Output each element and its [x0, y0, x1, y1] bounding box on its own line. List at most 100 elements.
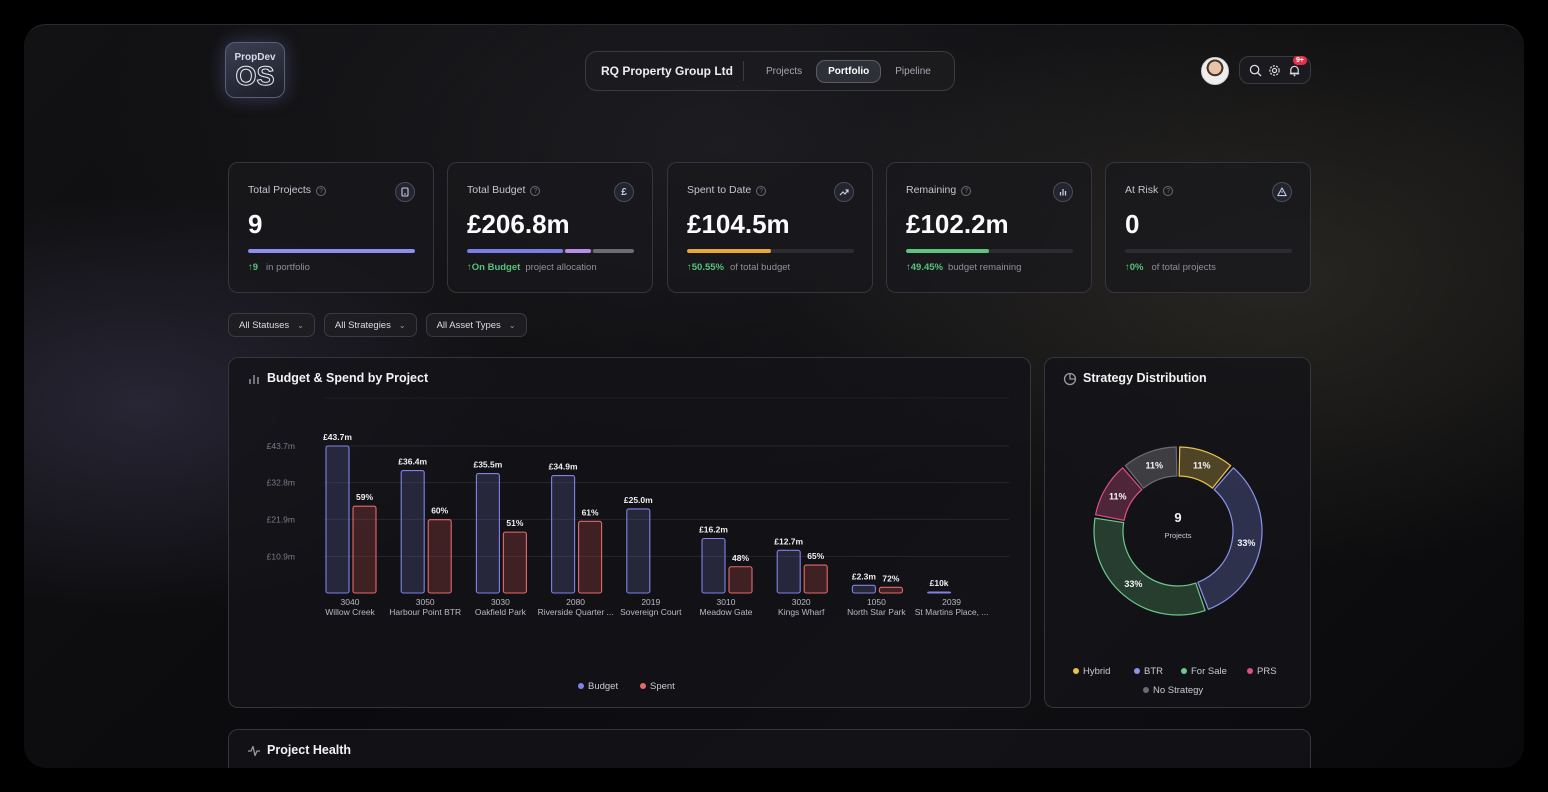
panel-title: Budget & Spend by Project [267, 371, 429, 385]
kpi-label-text: At Risk [1125, 184, 1159, 196]
x-tick-name: Oakfield Park [475, 607, 527, 617]
budget-data-label: £25.0m [624, 495, 653, 505]
help-icon[interactable]: ? [316, 186, 327, 196]
legend-swatch [1143, 687, 1149, 693]
kpi-progress-bar [1125, 249, 1292, 253]
donut-slice [1093, 517, 1206, 616]
donut-center-label: Projects [1164, 531, 1191, 540]
app-logo[interactable]: PropDev OS [225, 42, 285, 98]
donut-slice-label: 11% [1145, 461, 1163, 471]
kpi-progress-bar [687, 249, 854, 253]
app-window: PropDev OS RQ Property Group Ltd Project… [24, 24, 1524, 768]
budget-data-label: £2.3m [852, 571, 877, 581]
kpi-delta: ↑0% [1125, 262, 1144, 273]
spent-bar [352, 505, 377, 594]
legend-swatch [578, 683, 584, 689]
donut-slice [1178, 446, 1232, 489]
x-tick-code: 3030 [491, 597, 510, 607]
budget-data-label: £10k [930, 578, 949, 588]
kpi-delta: ↑49.45% [906, 262, 943, 273]
y-tick-label: £32.8m [267, 478, 295, 488]
spent-data-label: 72% [882, 573, 899, 583]
kpi-footer: ↑9 in portfolio [248, 262, 310, 273]
filter-bar: All Statuses ⌄ All Strategies ⌄ All Asset … [228, 313, 527, 337]
filter-statuses[interactable]: All Statuses ⌄ [228, 313, 315, 337]
trend-up-icon [834, 182, 854, 202]
tab-pipeline[interactable]: Pipeline [895, 65, 931, 77]
x-tick-code: 2019 [641, 597, 660, 607]
budget-bar [626, 508, 651, 594]
filter-asset-types[interactable]: All Asset Types ⌄ [425, 313, 527, 337]
filter-strategies[interactable]: All Strategies ⌄ [323, 313, 417, 337]
spent-bar [427, 519, 452, 594]
strategy-donut-chart: 9 Projects 11% 33% 33% 11% 11% Hybrid BTR For S… [1073, 446, 1277, 696]
x-tick-name: North Star Park [847, 607, 906, 617]
budget-bar [927, 591, 952, 594]
search-icon[interactable] [1248, 62, 1264, 78]
kpi-footer: ↑0% of total projects [1125, 262, 1216, 273]
help-icon[interactable]: ? [1163, 186, 1174, 196]
kpi-progress-fill [687, 249, 772, 253]
bell-icon[interactable] [1286, 62, 1302, 78]
logo-text-top: PropDev [234, 51, 276, 63]
help-icon[interactable]: ? [961, 186, 972, 196]
donut-slice-label: 11% [1109, 491, 1127, 501]
kpi-footer: ↑On Budget project allocation [467, 262, 597, 273]
legend-label: No Strategy [1153, 685, 1203, 696]
x-tick-name: Sovereign Court [620, 607, 682, 617]
donut-slice-label: 11% [1193, 461, 1211, 471]
kpi-card-at-risk: At Risk? 0 ↑0% of total projects [1105, 162, 1311, 293]
legend-swatch [1181, 668, 1187, 674]
kpi-label: Spent to Date? [687, 184, 767, 196]
x-tick-name: Harbour Point BTR [389, 607, 461, 617]
x-tick-code: 3020 [792, 597, 811, 607]
kpi-progress-fill [467, 249, 564, 253]
building-icon [395, 182, 415, 202]
kpi-card-total-projects: Total Projects? 9 ↑9 in portfolio [228, 162, 434, 293]
spent-data-label: 51% [506, 518, 523, 528]
tab-portfolio[interactable]: Portfolio [816, 59, 882, 83]
legend-label: For Sale [1191, 666, 1227, 677]
kpi-label: At Risk? [1125, 184, 1174, 196]
kpi-progress-bar [467, 249, 634, 253]
x-tick-code: 3050 [416, 597, 435, 607]
spent-data-label: 48% [732, 553, 749, 563]
chevron-down-icon: ⌄ [508, 320, 516, 330]
kpi-progress-fill [593, 249, 634, 253]
kpi-footer-text: project allocation [525, 262, 597, 273]
kpi-progress-fill [565, 249, 592, 253]
bar-chart-icon [247, 372, 261, 386]
help-icon[interactable]: ? [530, 186, 541, 196]
spent-data-label: 61% [582, 507, 599, 517]
kpi-label: Remaining? [906, 184, 972, 196]
x-tick-name: St Martins Place, ... [915, 607, 989, 617]
nav-tabs: Projects Portfolio Pipeline [754, 59, 943, 83]
kpi-label-text: Total Projects [248, 184, 312, 196]
x-tick-name: Kings Wharf [778, 607, 825, 617]
x-tick-name: Willow Creek [325, 607, 375, 617]
x-tick-code: 2039 [942, 597, 961, 607]
kpi-progress-bar [906, 249, 1073, 253]
budget-bar [551, 475, 576, 594]
filter-label: All Asset Types [436, 319, 501, 331]
legend-label: PRS [1257, 666, 1277, 677]
nav-divider [743, 61, 744, 81]
pie-chart-icon [1063, 372, 1077, 386]
organization-name[interactable]: RQ Property Group Ltd [601, 64, 733, 78]
gear-icon[interactable] [1267, 62, 1283, 78]
spent-bar [578, 520, 603, 594]
kpi-footer: ↑49.45% budget remaining [906, 262, 1021, 273]
help-icon[interactable]: ? [756, 186, 767, 196]
user-avatar[interactable] [1201, 57, 1229, 85]
kpi-value: £104.5m [687, 209, 790, 239]
budget-bar [325, 445, 350, 594]
budget-data-label: £36.4m [398, 457, 427, 467]
kpi-footer-text: of total projects [1151, 262, 1216, 273]
tab-projects[interactable]: Projects [766, 65, 803, 77]
kpi-footer-text: of total budget [729, 262, 791, 273]
legend-swatch [1073, 668, 1079, 674]
legend-label: Spent [650, 681, 675, 692]
y-tick-label: £10.9m [267, 551, 295, 561]
panel-title: Project Health [267, 743, 352, 757]
kpi-footer-text: in portfolio [266, 262, 310, 273]
